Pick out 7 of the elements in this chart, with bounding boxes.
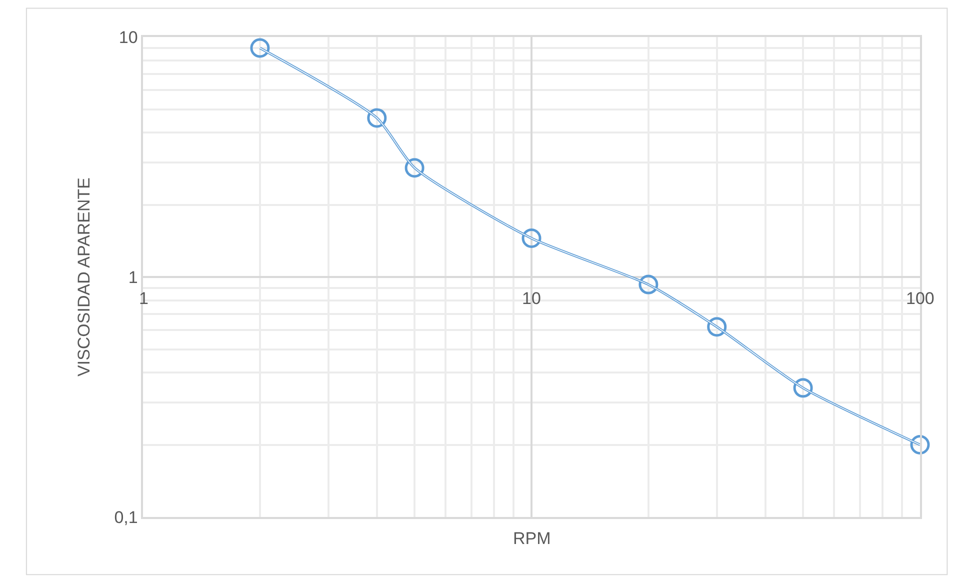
x-tick-label: 100 — [906, 289, 934, 308]
y-tick-label: 0,1 — [114, 508, 138, 527]
x-axis-title: RPM — [513, 529, 551, 548]
y-axis-title: VISCOSIDAD APARENTE — [74, 177, 94, 377]
y-tick-label: 1 — [128, 268, 138, 287]
y-tick-label: 10 — [118, 28, 138, 47]
x-tick-label: 10 — [522, 289, 541, 308]
